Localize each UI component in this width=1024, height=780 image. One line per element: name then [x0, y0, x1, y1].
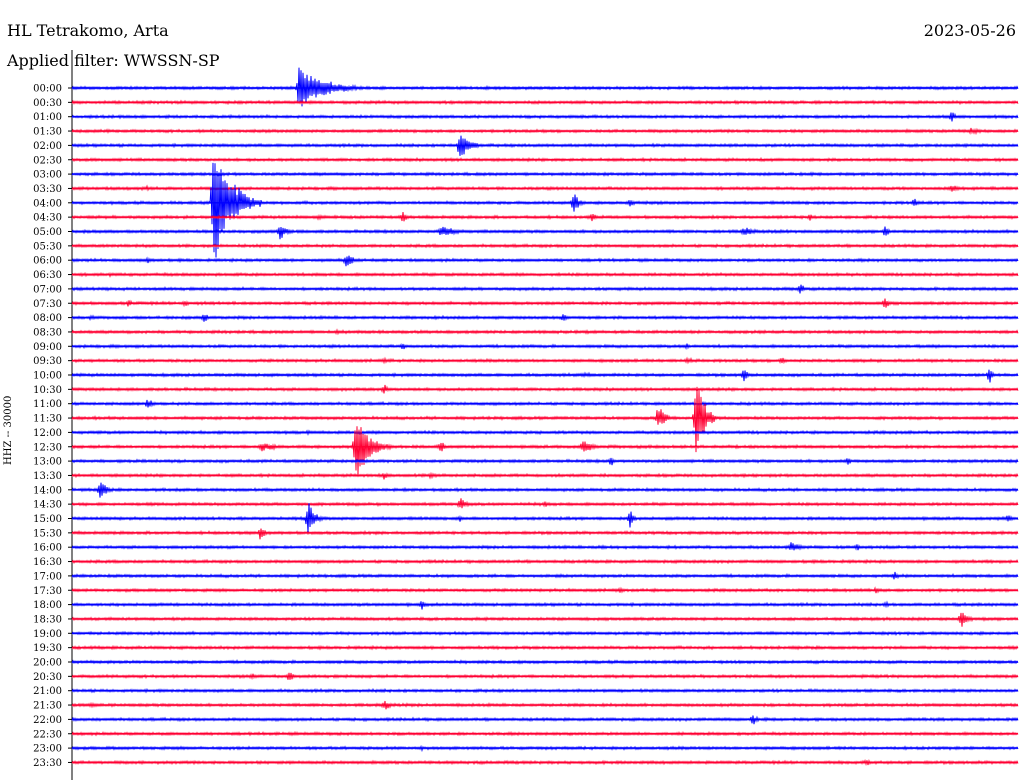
trace-1800 [71, 600, 1019, 610]
y-tick-label: 07:00 [33, 284, 62, 295]
y-tick-label: 02:00 [33, 141, 62, 152]
y-tick-label: 07:30 [33, 299, 62, 310]
y-tick-label: 12:00 [33, 428, 62, 439]
y-tick-label: 17:30 [33, 586, 62, 597]
date-label: 2023-05-26 [923, 21, 1016, 40]
y-tick-label: 22:00 [33, 715, 62, 726]
y-tick-label: 15:00 [33, 514, 62, 525]
y-tick-label: 04:30 [33, 213, 62, 224]
y-tick-label: 23:30 [33, 758, 62, 769]
filter-label: Applied filter: WWSSN-SP [7, 51, 220, 70]
y-tick-label: 22:30 [33, 729, 62, 740]
y-tick-label: 11:00 [33, 399, 62, 410]
y-tick-label: 14:30 [33, 500, 62, 511]
trace-1430 [71, 498, 1019, 509]
y-tick-label: 18:00 [33, 600, 62, 611]
y-tick-label: 03:00 [33, 170, 62, 181]
y-tick-label: 10:00 [33, 371, 62, 382]
trace-1530 [71, 528, 1019, 540]
y-tick-label: 19:00 [33, 629, 62, 640]
y-tick-label: 08:00 [33, 313, 62, 324]
trace-0400 [71, 162, 1019, 258]
y-tick-label: 16:00 [33, 543, 62, 554]
y-tick-label: 20:30 [33, 672, 62, 683]
y-tick-label: 00:30 [33, 98, 62, 109]
y-tick-label: 13:30 [33, 471, 62, 482]
trace-1830 [71, 612, 1019, 627]
y-tick-label: 06:00 [33, 256, 62, 267]
y-tick-label: 02:30 [33, 155, 62, 166]
station-title: HL Tetrakomo, Arta [7, 21, 169, 40]
y-tick-label: 06:30 [33, 270, 62, 281]
trace-1130 [71, 386, 1019, 453]
y-tick-label: 11:30 [33, 414, 62, 425]
y-tick-label: 10:30 [33, 385, 62, 396]
trace-1000 [71, 369, 1019, 383]
y-tick-label: 03:30 [33, 184, 62, 195]
y-tick-label: 08:30 [33, 327, 62, 338]
y-tick-label: 21:00 [33, 686, 62, 697]
trace-1600 [71, 542, 1019, 551]
y-tick-label: 05:30 [33, 241, 62, 252]
y-tick-label: 13:00 [33, 457, 62, 468]
y-tick-label: 16:30 [33, 557, 62, 568]
y-tick-label: 00:00 [33, 84, 62, 95]
y-tick-label: 05:00 [33, 227, 62, 238]
y-tick-label: 14:00 [33, 485, 62, 496]
y-tick-label: 09:00 [33, 342, 62, 353]
y-tick-label: 21:30 [33, 701, 62, 712]
y-tick-label: 01:00 [33, 112, 62, 123]
y-tick-label: 15:30 [33, 528, 62, 539]
y-tick-label: 04:00 [33, 198, 62, 209]
y-tick-label: 19:30 [33, 643, 62, 654]
y-tick-label: 12:30 [33, 442, 62, 453]
y-tick-label: 23:00 [33, 744, 62, 755]
y-tick-label: 01:30 [33, 127, 62, 138]
trace-0600 [71, 255, 1019, 267]
y-tick-label: 20:00 [33, 658, 62, 669]
y-tick-label: 18:30 [33, 614, 62, 625]
y-tick-label: 09:30 [33, 356, 62, 367]
y-tick-label: 17:00 [33, 571, 62, 582]
trace-1330 [71, 471, 1019, 480]
